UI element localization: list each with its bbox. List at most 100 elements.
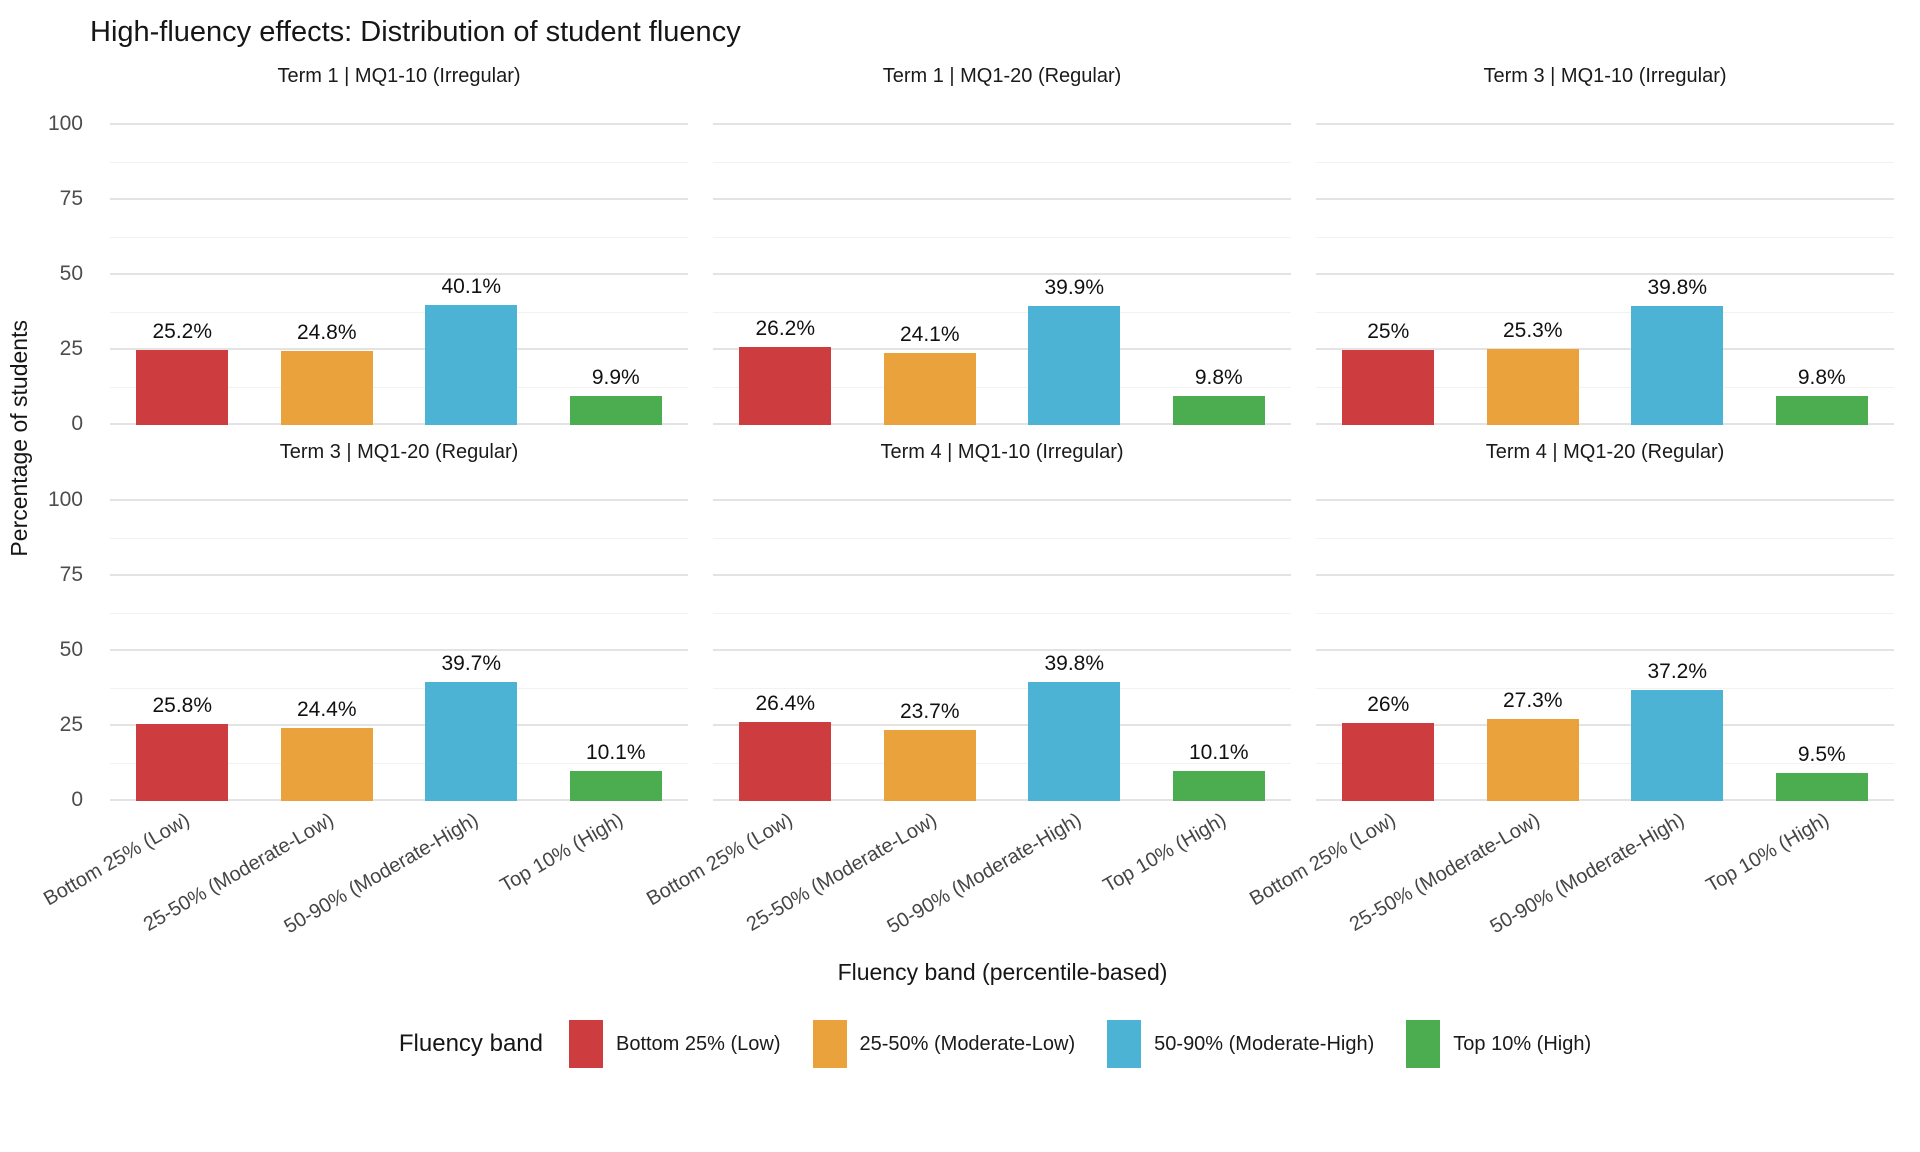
bar-value-label: 24.1% (899, 323, 960, 347)
bar-value-label: 10.1% (585, 741, 646, 765)
y-tick-label: 50 (59, 262, 83, 286)
gridline-minor (110, 236, 688, 238)
bar-50-90-moderate-high (425, 305, 518, 426)
legend-label: 25-50% (Moderate-Low) (859, 1032, 1076, 1055)
bar-value-label: 24.4% (296, 698, 357, 722)
gridline-minor (110, 161, 688, 163)
bar-top-10-high (1172, 395, 1265, 426)
bar-50-90-moderate-high (1028, 305, 1121, 426)
gridline-minor (1316, 386, 1894, 388)
gridline-major (713, 649, 1291, 652)
bar-value-label: 25.2% (152, 319, 213, 343)
gridline-minor (713, 687, 1291, 689)
legend-swatch-25-50-moderate-low (812, 1020, 847, 1069)
gridline-minor (1316, 311, 1894, 313)
gridline-major (713, 799, 1291, 802)
gridline-minor (713, 311, 1291, 313)
x-axis-ticks-col-1: Bottom 25% (Low) 25-50% (Moderate-Low) 50-… (40, 801, 688, 951)
facet-title-term3-irregular: Term 3 | MQ1-10 (Irregular) (1483, 65, 1727, 88)
gridline-minor (1316, 762, 1894, 764)
facet-panel-term1-irregular: 25.2% 24.8% 40.1% 9.9% (110, 101, 688, 426)
gridline-minor (713, 161, 1291, 163)
facet-title-term4-regular: Term 4 | MQ1-20 (Regular) (1485, 441, 1725, 464)
gridline-major (110, 273, 688, 276)
gridline-major (1316, 724, 1894, 727)
gridline-major (1316, 348, 1894, 351)
bar-value-label: 9.9% (591, 365, 640, 389)
gridline-major (110, 123, 688, 126)
bar-value-label: 10.1% (1188, 741, 1249, 765)
chart-title: High-fluency effects: Distribution of st… (90, 16, 741, 48)
x-axis-ticks-col-3: Bottom 25% (Low) 25-50% (Moderate-Low) 50-… (1246, 801, 1894, 951)
gridline-major (110, 649, 688, 652)
bar-value-label: 39.9% (1044, 275, 1105, 299)
bar-top-10-high (1775, 772, 1868, 802)
legend-label: Top 10% (High) (1453, 1032, 1592, 1055)
bar-value-label: 26.4% (755, 692, 816, 716)
bar-bottom-25-low (739, 346, 832, 426)
bar-value-label: 24.8% (296, 320, 357, 344)
gridline-major (110, 799, 688, 802)
bar-50-90-moderate-high (1631, 305, 1724, 426)
bar-top-10-high (569, 771, 662, 802)
bar-top-10-high (569, 395, 662, 426)
facet-title-term3-regular: Term 3 | MQ1-20 (Regular) (279, 441, 519, 464)
gridline-major (713, 273, 1291, 276)
y-axis-ticks: 0 25 50 75 100 (0, 477, 85, 810)
gridline-major (1316, 649, 1894, 652)
legend-swatch-bottom-25-low (568, 1020, 603, 1069)
facet-strip-row-1: Term 1 | MQ1-10 (Irregular) Term 1 | MQ1… (0, 65, 1920, 87)
legend-swatch-top-10-high (1406, 1020, 1441, 1069)
gridline-minor (1316, 537, 1894, 539)
bar-25-50-moderate-low (1486, 719, 1579, 802)
bar-value-label: 26% (1367, 693, 1410, 717)
bar-value-label: 39.8% (1647, 275, 1708, 299)
bar-bottom-25-low (136, 349, 229, 426)
gridline-minor (713, 236, 1291, 238)
bar-top-10-high (1775, 395, 1868, 426)
y-axis-ticks: 0 25 50 75 100 (0, 101, 85, 434)
bar-bottom-25-low (739, 722, 832, 802)
y-tick-label: 0 (71, 788, 83, 812)
bar-value-label: 26.2% (755, 316, 816, 340)
bar-value-label: 27.3% (1502, 689, 1563, 713)
legend-title: Fluency band (398, 1030, 543, 1058)
x-axis-label-row: Bottom 25% (Low) 25-50% (Moderate-Low) 50-… (0, 801, 1920, 951)
x-tick-label-top-10-high: Top 10% (High) (496, 809, 627, 898)
bar-25-50-moderate-low (883, 353, 976, 426)
x-axis-title: Fluency band (percentile-based) (0, 959, 1920, 986)
gridline-minor (110, 687, 688, 689)
y-tick-label: 100 (47, 488, 83, 512)
bar-top-10-high (1172, 771, 1265, 802)
facet-panel-term3-regular: 25.8% 24.4% 39.7% 10.1% (110, 477, 688, 802)
gridline-major (713, 198, 1291, 201)
bar-value-label: 23.7% (899, 700, 960, 724)
x-axis-ticks-col-2: Bottom 25% (Low) 25-50% (Moderate-Low) 50-… (643, 801, 1291, 951)
gridline-major (713, 423, 1291, 426)
bar-value-label: 25.8% (152, 693, 213, 717)
gridline-minor (110, 612, 688, 614)
gridline-major (1316, 799, 1894, 802)
bar-bottom-25-low (136, 723, 229, 802)
legend-item-50-90-moderate-high: 50-90% (Moderate-High) (1107, 1020, 1374, 1069)
bar-value-label: 25.3% (1502, 319, 1563, 343)
bar-value-label: 25% (1367, 320, 1410, 344)
y-tick-label: 25 (59, 713, 83, 737)
bar-25-50-moderate-low (1486, 349, 1579, 426)
gridline-major (713, 348, 1291, 351)
gridline-minor (713, 762, 1291, 764)
gridline-major (1316, 273, 1894, 276)
gridline-major (713, 574, 1291, 577)
gridline-minor (110, 386, 688, 388)
x-tick-label-top-10-high: Top 10% (High) (1099, 809, 1230, 898)
y-tick-label: 75 (59, 187, 83, 211)
gridline-major (110, 198, 688, 201)
bar-25-50-moderate-low (883, 730, 976, 802)
gridline-major (1316, 123, 1894, 126)
facet-panel-term4-regular: 26% 27.3% 37.2% 9.5% (1316, 477, 1894, 802)
strip-gutter (0, 65, 85, 87)
facet-title-term4-irregular: Term 4 | MQ1-10 (Irregular) (880, 441, 1124, 464)
legend-items: Bottom 25% (Low) 25-50% (Moderate-Low) 50-… (568, 1020, 1592, 1069)
gridline-major (110, 348, 688, 351)
legend-item-top-10-high: Top 10% (High) (1406, 1020, 1592, 1069)
